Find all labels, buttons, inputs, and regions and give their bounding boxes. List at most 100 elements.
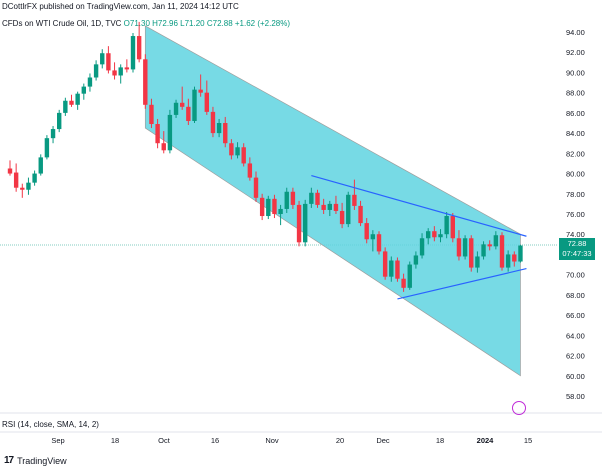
candle-body	[352, 194, 357, 206]
candles	[7, 21, 523, 292]
ohlc-values: O71.30 H72.96 L71.20 C72.88 +1.62 (+2.28…	[123, 19, 291, 28]
candle-body	[87, 77, 93, 87]
rsi-indicator-label[interactable]: RSI (14, close, SMA, 14, 2)	[2, 420, 99, 429]
candle-body	[346, 194, 351, 225]
candle-body	[382, 251, 388, 277]
price-axis[interactable]: 94.00 92.00 90.00 88.00 86.00 84.00 82.00 80.00…	[566, 28, 585, 401]
candle-body	[106, 53, 111, 71]
candle-body	[210, 111, 216, 134]
price-tick-label: 76.00	[566, 210, 585, 219]
publisher-caption: DCottlrFX published on TradingView.com, …	[2, 2, 239, 11]
candle-body	[493, 235, 499, 247]
candle-body	[100, 53, 105, 65]
candle-body	[241, 147, 246, 164]
time-tick-label: 2024	[477, 436, 495, 445]
time-tick-label: 15	[524, 436, 532, 445]
candle-body	[413, 255, 419, 265]
candle-body	[469, 238, 474, 268]
time-tick-label: 18	[111, 436, 119, 445]
candle-body	[216, 123, 222, 134]
candle-body	[518, 245, 523, 262]
candle-body	[407, 264, 412, 288]
price-tick-label: 82.00	[566, 149, 585, 158]
price-tick-label: 60.00	[566, 372, 585, 381]
candle-body	[272, 198, 277, 214]
candle-body	[266, 198, 271, 217]
candle-body	[284, 191, 289, 209]
candle-body	[93, 64, 99, 78]
candle-body	[112, 70, 117, 76]
candle-body	[50, 129, 56, 139]
candle-body	[290, 191, 296, 205]
candle-body	[487, 244, 492, 247]
time-tick-label: Nov	[265, 436, 279, 445]
price-tick-label: 92.00	[566, 48, 585, 57]
price-tick-label: 84.00	[566, 129, 585, 138]
price-tick-label: 58.00	[566, 392, 585, 401]
replay-icon[interactable]	[512, 401, 526, 415]
candle-body	[333, 203, 339, 211]
candle-body	[149, 104, 154, 125]
time-tick-label: Sep	[51, 436, 64, 445]
candle-body	[253, 177, 259, 198]
candle-body	[419, 238, 425, 256]
candle-body	[81, 86, 86, 94]
candle-body	[130, 36, 136, 70]
candle-body	[32, 173, 37, 183]
candle-body	[57, 112, 62, 130]
price-tick-label: 80.00	[566, 170, 585, 179]
candle-body	[450, 216, 455, 239]
candle-body	[456, 238, 462, 257]
candle-body	[296, 204, 302, 243]
price-tick-label: 70.00	[566, 271, 585, 280]
price-tick-label: 62.00	[566, 352, 585, 361]
candle-body	[26, 182, 31, 190]
candle-body	[136, 36, 142, 60]
price-tick-label: 64.00	[566, 331, 585, 340]
time-tick-label: Dec	[376, 436, 390, 445]
time-tick-label: 16	[211, 436, 219, 445]
candle-body	[505, 254, 511, 268]
candle-body	[192, 89, 197, 121]
candle-body	[247, 163, 253, 178]
price-tick-label: 78.00	[566, 190, 585, 199]
candle-body	[173, 102, 179, 115]
candle-body	[444, 216, 449, 235]
candle-body	[389, 260, 394, 277]
tradingview-logo: 17 TradingView	[4, 455, 67, 466]
candle-body	[44, 138, 50, 158]
time-axis[interactable]: Sep 18 Oct 16 Nov 20 Dec 18 2024 15	[51, 436, 532, 445]
trendline-descending	[311, 175, 527, 237]
candle-body	[180, 102, 185, 107]
candle-body	[315, 192, 320, 205]
symbol-name: CFDs on WTI Crude Oil, 1D, TVC	[2, 19, 122, 28]
price-tick-label: 68.00	[566, 291, 585, 300]
candle-body	[13, 172, 19, 188]
candle-body	[370, 234, 376, 240]
candle-body	[401, 278, 406, 288]
candle-body	[161, 143, 166, 151]
candle-body	[499, 235, 505, 268]
price-tick-label: 94.00	[566, 28, 585, 37]
candle-body	[364, 223, 369, 240]
price-tick-label: 88.00	[566, 89, 585, 98]
candle-body	[426, 231, 431, 239]
tradingview-logo-text: TradingView	[17, 455, 67, 466]
candle-body	[512, 254, 517, 262]
candle-body	[358, 205, 363, 224]
candle-body	[309, 192, 314, 204]
candle-body	[395, 260, 400, 279]
last-price-tag: 72.88 07:47:33	[559, 238, 595, 260]
candle-body	[155, 124, 160, 144]
candle-body	[321, 204, 326, 210]
price-tick-label: 74.00	[566, 230, 585, 239]
candle-body	[481, 244, 486, 257]
candle-body	[462, 238, 468, 257]
candle-body	[75, 93, 80, 105]
candle-body	[303, 203, 308, 243]
candle-body	[63, 100, 68, 113]
candle-body	[259, 197, 265, 217]
trendline-ascending	[397, 268, 527, 300]
regression-channel	[144, 25, 521, 377]
